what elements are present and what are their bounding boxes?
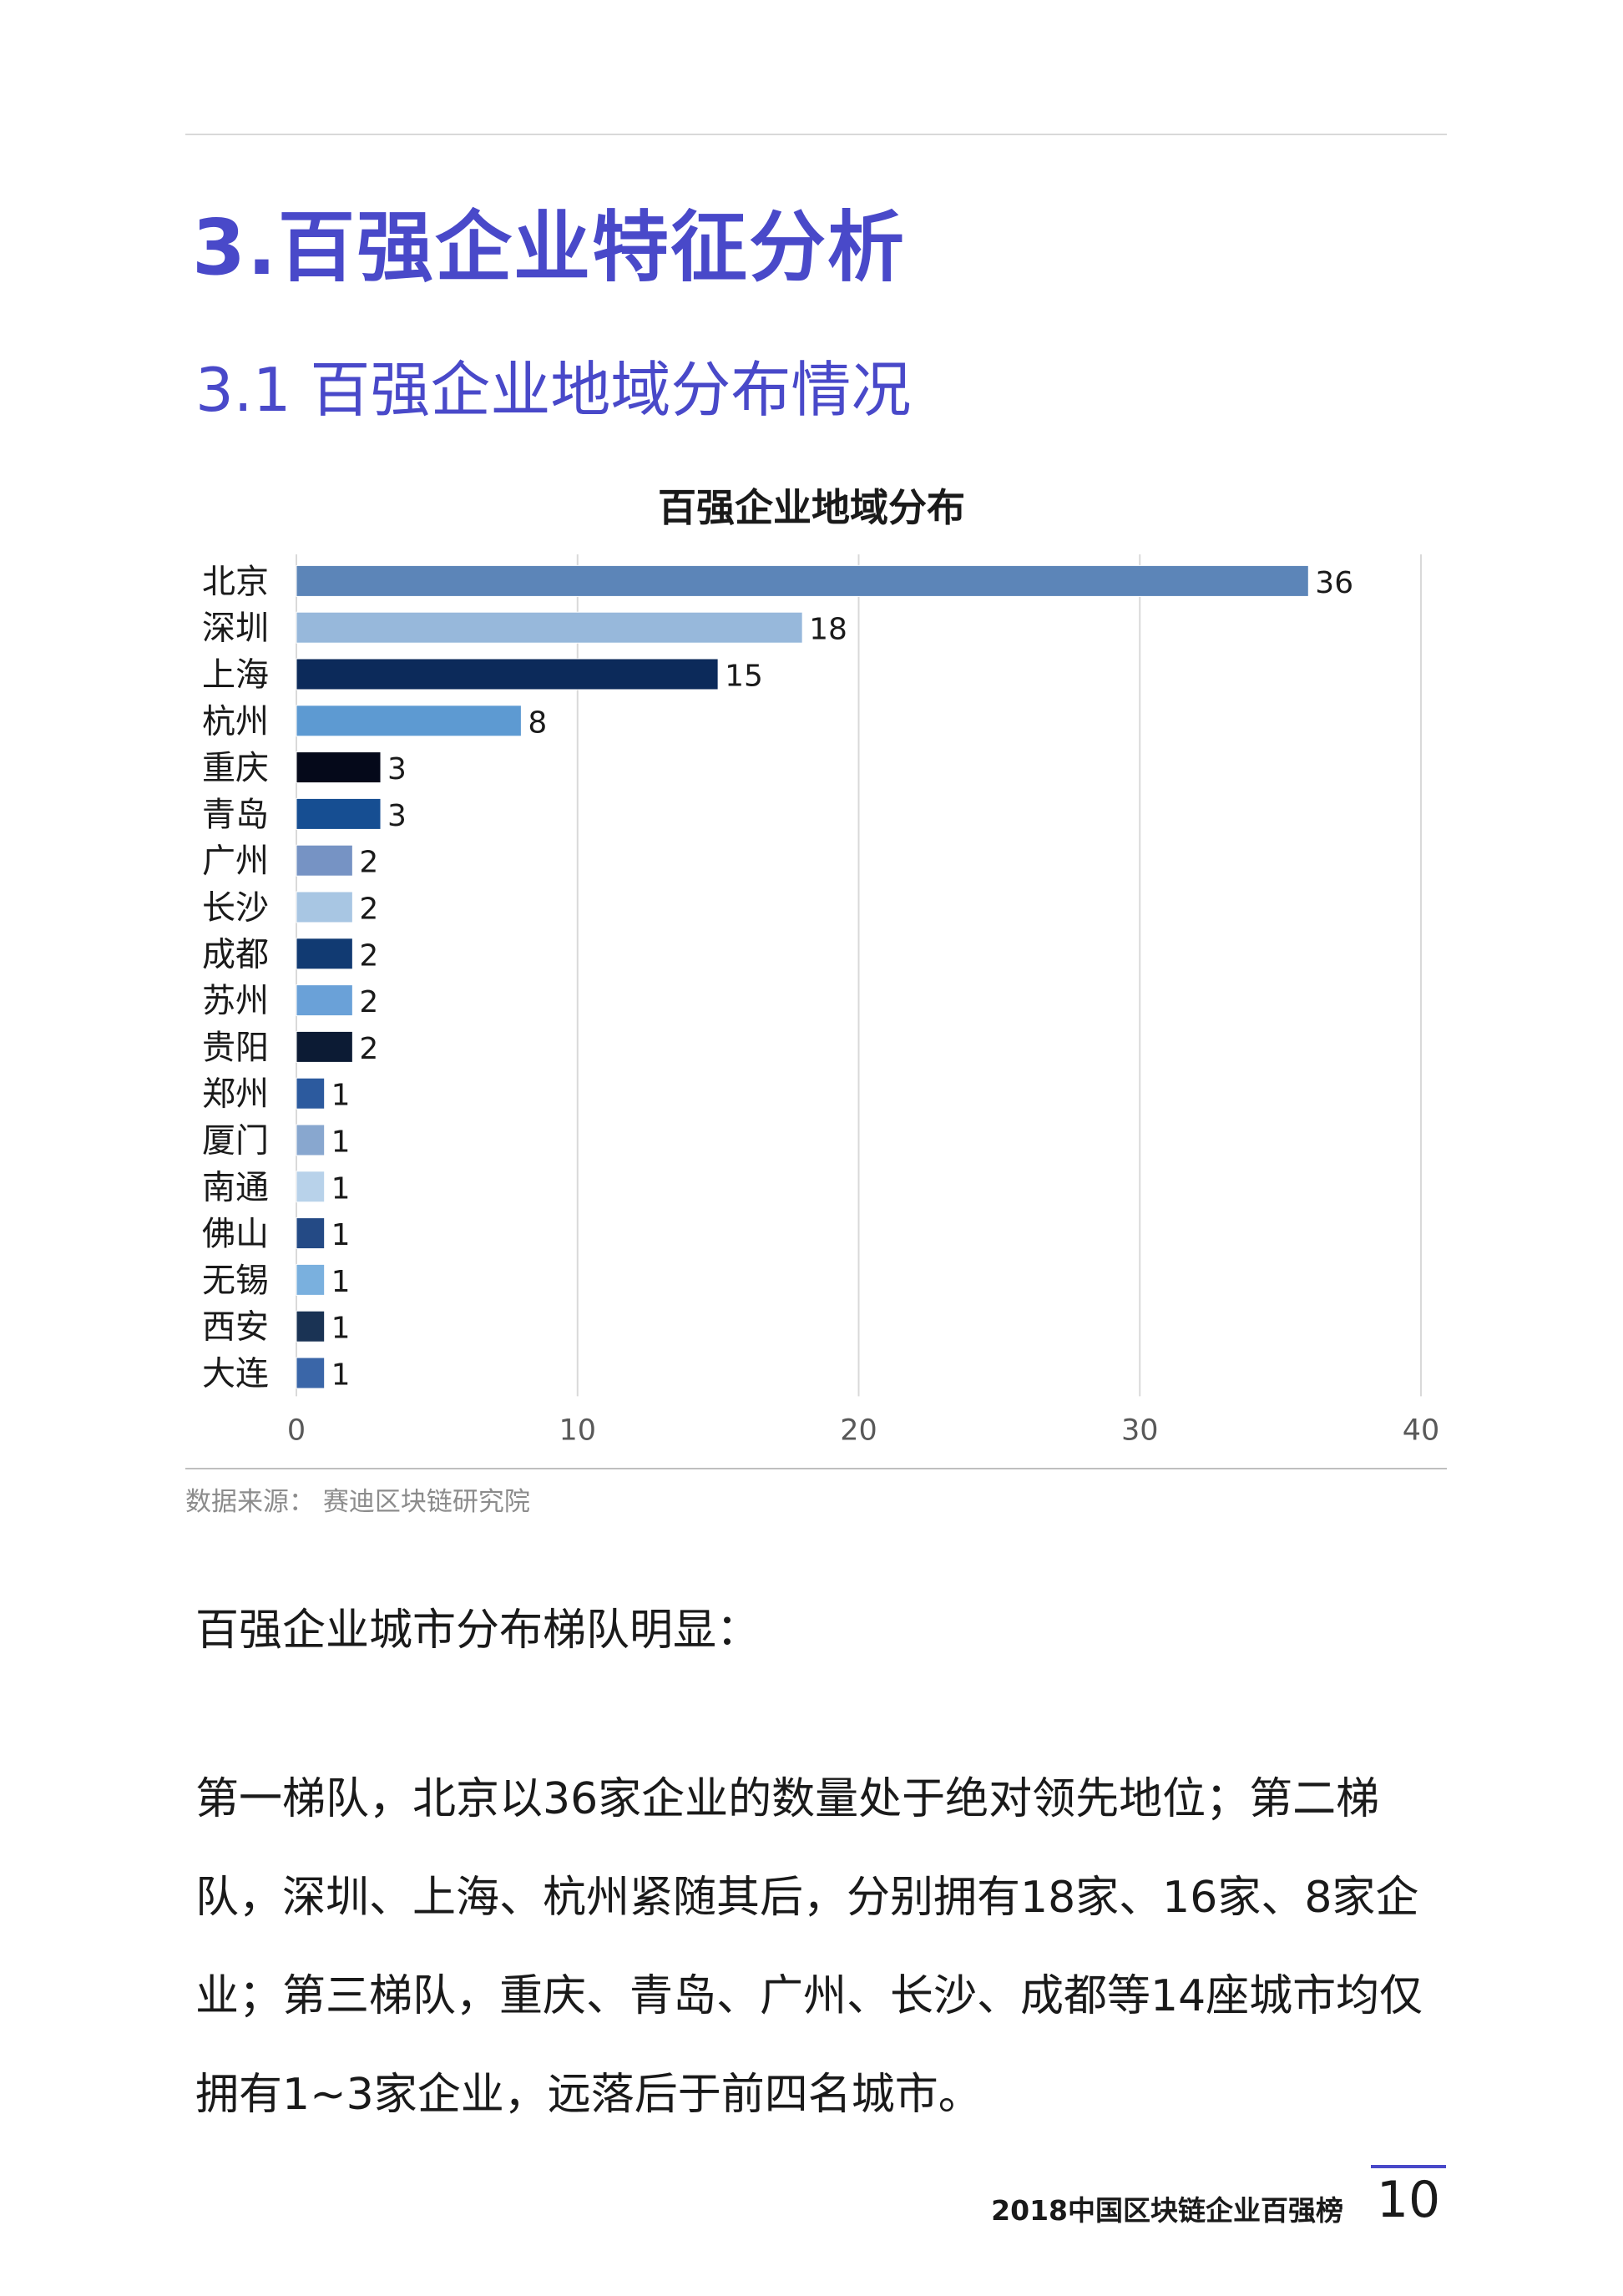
bar (296, 1263, 326, 1296)
bar (296, 1217, 326, 1250)
bar (296, 1077, 326, 1110)
category-label: 深圳 (202, 609, 269, 648)
data-label: 2 (359, 893, 378, 927)
bar (296, 611, 803, 644)
category-label: 杭州 (202, 702, 269, 741)
data-label: 2 (359, 846, 378, 880)
bar (296, 1357, 326, 1389)
data-source-note: 数据来源： 赛迪区块链研究院 (185, 1487, 530, 1517)
data-label: 1 (331, 1125, 351, 1160)
x-tick-label: 40 (1403, 1414, 1440, 1447)
bar (296, 1030, 353, 1063)
analysis-paragraph: 第一梯队，北京以36家企业的数量处于绝对领先地位；第二梯队，深圳、上海、杭州紧随… (195, 1774, 1423, 2120)
category-label: 西安 (202, 1308, 269, 1347)
data-label: 1 (331, 1079, 351, 1113)
category-label: 长沙 (202, 889, 269, 928)
page-number: 10 (1376, 2171, 1441, 2229)
category-label: 重庆 (202, 749, 269, 787)
category-label: 广州 (202, 842, 269, 881)
footer-report-title: 2018中国区块链企业百强榜 (991, 2194, 1343, 2227)
category-label: 贵阳 (202, 1029, 269, 1067)
category-label: 青岛 (202, 796, 269, 834)
category-label: 成都 (202, 935, 269, 974)
data-label: 3 (387, 752, 407, 786)
chart-bottom-divider (185, 1468, 1447, 1469)
bar (296, 1310, 326, 1343)
data-label: 1 (331, 1218, 351, 1252)
category-label: 南通 (202, 1168, 269, 1206)
data-label: 1 (331, 1358, 351, 1393)
data-label: 15 (725, 660, 763, 694)
bar (296, 1171, 326, 1203)
x-tick-label: 20 (840, 1414, 877, 1447)
subsection-heading: 3.1 百强企业地域分布情况 (195, 355, 912, 425)
category-label: 苏州 (202, 982, 269, 1020)
section-heading: 3.百强企业特征分析 (192, 203, 906, 292)
category-label: 郑州 (202, 1075, 269, 1114)
data-label: 1 (331, 1265, 351, 1299)
x-tick-label: 10 (559, 1414, 596, 1447)
data-label: 18 (809, 613, 847, 647)
top-divider (185, 134, 1447, 135)
category-label: 上海 (202, 656, 269, 695)
bar (296, 751, 382, 784)
data-label: 2 (359, 938, 378, 973)
category-label: 厦门 (202, 1122, 269, 1161)
data-label: 2 (359, 985, 378, 1019)
data-label: 2 (359, 1032, 378, 1066)
intro-text: 百强企业城市分布梯队明显： (195, 1606, 761, 1656)
bar (296, 797, 382, 830)
x-tick-label: 30 (1121, 1414, 1159, 1447)
bar (296, 984, 353, 1017)
category-label: 大连 (202, 1355, 269, 1393)
bar (296, 705, 522, 737)
bar-chart: 0 10 20 30 40 北京 36 深圳 18 上海 15 杭州 8 重庆 3 青岛 3 广州 2 长沙 2 成都 2 苏… (202, 554, 1440, 1447)
category-label: 无锡 (202, 1262, 269, 1300)
bar (296, 844, 353, 877)
category-label: 北京 (202, 563, 269, 601)
bar (296, 658, 719, 690)
data-label: 1 (331, 1312, 351, 1346)
bar (296, 938, 353, 970)
chart-title: 百强企业地域分布 (658, 485, 965, 530)
category-label: 佛山 (202, 1215, 269, 1253)
data-label: 3 (387, 799, 407, 833)
data-label: 8 (528, 705, 547, 740)
bar (296, 564, 1309, 597)
data-label: 1 (331, 1171, 351, 1206)
bar (296, 891, 353, 923)
x-tick-label: 0 (287, 1414, 306, 1447)
data-label: 36 (1315, 566, 1353, 600)
bar (296, 1124, 326, 1156)
footer-accent-line (1371, 2165, 1446, 2168)
